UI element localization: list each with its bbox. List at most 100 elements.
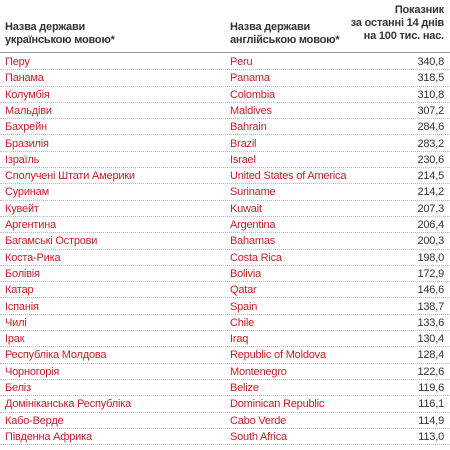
- country-cell: Республіка Молдова: [5, 349, 107, 362]
- table-row: Катар Qatar 146,6: [0, 282, 450, 299]
- rate-cell: 200,3: [417, 235, 444, 248]
- country-cell: South Africa: [230, 430, 287, 443]
- country-cell: Argentina: [230, 219, 276, 231]
- country-cell: Iraq: [230, 333, 249, 346]
- country-cell: Багамські Острови: [5, 235, 98, 248]
- header-rule: [0, 52, 450, 53]
- rate-cell: 128,4: [417, 349, 444, 362]
- rate-cell: 307,2: [417, 104, 444, 117]
- table-row: Ірак Iraq 130,4: [0, 331, 450, 348]
- country-cell: Spain: [230, 300, 258, 313]
- table-row: Чилі Chile 133,6: [0, 315, 450, 332]
- country-cell: Іспанія: [5, 300, 39, 313]
- country-cell: Коста-Рика: [5, 251, 61, 264]
- header-line: Показник: [394, 4, 444, 16]
- country-cell: Chile: [230, 316, 255, 329]
- country-cell: Суринам: [5, 186, 49, 199]
- country-cell: Bahamas: [230, 235, 276, 248]
- header-line: на 100 тис. нас.: [363, 30, 445, 42]
- table-row: Республіка Молдова Republic of Moldova 128…: [0, 347, 450, 364]
- table-row: Болівія Bolivia 172,9: [0, 266, 450, 283]
- rate-cell: 198,0: [417, 251, 444, 264]
- country-cell: Південна Африка: [5, 430, 92, 443]
- table-row: Беліз Belize 119,6: [0, 380, 450, 397]
- country-cell: Suriname: [230, 186, 276, 199]
- country-cell: Maldives: [230, 104, 272, 117]
- country-cell: Panama: [230, 72, 270, 85]
- country-cell: Катар: [5, 284, 34, 297]
- country-cell: Мальдіви: [5, 104, 52, 117]
- rate-cell: 119,6: [418, 382, 444, 394]
- rate-cell: 113,0: [418, 430, 444, 443]
- header-line: українською мовою*: [5, 34, 115, 46]
- rate-cell: 318,5: [417, 72, 444, 85]
- table-row: Коста-Рика Costa Rica 198,0: [0, 250, 450, 266]
- rate-cell: 146,6: [417, 284, 444, 297]
- country-cell: Qatar: [230, 284, 257, 297]
- country-cell: Бахрейн: [5, 121, 47, 134]
- rate-cell: 138,7: [417, 300, 444, 313]
- table-row: Іспанія Spain 138,7: [0, 299, 450, 315]
- country-cell: Peru: [230, 56, 253, 68]
- rate-cell: 114,9: [418, 414, 444, 427]
- country-cell: Панама: [5, 72, 44, 85]
- table-row: Кувейт Kuwait 207,3: [0, 201, 450, 217]
- header-cell: Назва держави українською мовою*: [5, 21, 115, 47]
- country-cell: Сполучені Штати Америки: [5, 170, 135, 183]
- table-row: Мальдіви Maldives 307,2: [0, 103, 450, 120]
- table-row: Перу Peru 340,8: [0, 54, 450, 71]
- table-row: Колумбія Colombia 310,8: [0, 87, 450, 103]
- country-cell: Кувейт: [5, 202, 39, 215]
- rate-cell: 284,6: [417, 121, 444, 134]
- country-cell: Bahrain: [230, 121, 267, 134]
- rate-cell: 214,5: [417, 170, 444, 183]
- country-cell: Чорногорія: [5, 365, 60, 378]
- header-line: за останні 14 днів: [350, 17, 444, 29]
- table-row: Чорногорія Montenegro 122,6: [0, 364, 450, 380]
- rate-cell: 214,2: [417, 186, 444, 199]
- rate-cell: 310,8: [417, 88, 444, 101]
- rate-cell: 206,4: [417, 219, 444, 231]
- country-cell: Беліз: [5, 382, 31, 394]
- rate-cell: 283,2: [417, 137, 444, 150]
- rate-cell: 172,9: [417, 267, 444, 280]
- country-cell: Belize: [230, 382, 259, 394]
- country-cell: Republic of Moldova: [230, 349, 326, 362]
- country-cell: Cabo Verde: [230, 414, 287, 427]
- rate-cell: 207,3: [417, 202, 444, 215]
- country-cell: Israel: [230, 153, 256, 166]
- header-cell: Назва держави англійською мовою*: [230, 21, 340, 47]
- country-cell: Colombia: [230, 88, 275, 101]
- rate-cell: 122,6: [417, 365, 444, 378]
- table-row: Сполучені Штати Америки United States of …: [0, 168, 450, 185]
- table-row: Ізраїль Israel 230,6: [0, 152, 450, 169]
- rate-cell: 130,4: [417, 333, 444, 346]
- header-line: Назва держави: [5, 21, 86, 33]
- country-cell: Болівія: [5, 267, 40, 280]
- country-cell: Brazil: [230, 137, 257, 150]
- rate-cell: 133,6: [417, 316, 444, 329]
- table-row: Аргентина Argentina 206,4: [0, 217, 450, 234]
- country-cell: Montenegro: [230, 365, 287, 378]
- country-cell: United States of America: [230, 170, 347, 183]
- table-row: Домініканська Республіка Dominican Republ…: [0, 396, 450, 413]
- table-row: Кабо-Верде Cabo Verde 114,9: [0, 413, 450, 429]
- rate-cell: 116,1: [418, 398, 444, 411]
- country-cell: Ізраїль: [5, 153, 40, 166]
- country-cell: Кабо-Верде: [5, 414, 64, 427]
- table-row: Південна Африка South Africa 113,0: [0, 429, 450, 446]
- table-row: Багамські Острови Bahamas 200,3: [0, 233, 450, 250]
- country-cell: Перу: [5, 56, 30, 68]
- country-cell: Bolivia: [230, 267, 262, 280]
- country-cell: Dominican Republic: [230, 398, 325, 411]
- country-cell: Бразилія: [5, 137, 49, 150]
- table-row: Суринам Suriname 214,2: [0, 184, 450, 201]
- country-cell: Колумбія: [5, 88, 50, 101]
- header-line: англійською мовою*: [230, 34, 340, 46]
- table-row: Бахрейн Bahrain 284,6: [0, 119, 450, 136]
- country-cell: Чилі: [5, 316, 27, 329]
- rate-cell: 340,8: [417, 56, 444, 68]
- country-cell: Costa Rica: [230, 251, 282, 264]
- header-line: Назва держави: [230, 21, 311, 33]
